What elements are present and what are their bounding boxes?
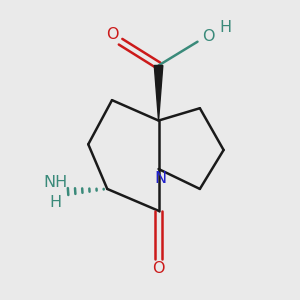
Text: O: O [202, 29, 214, 44]
Polygon shape [154, 65, 163, 121]
Text: N: N [155, 171, 167, 186]
Text: H: H [219, 20, 231, 35]
Text: O: O [106, 27, 118, 42]
Text: H: H [49, 195, 61, 210]
Text: O: O [152, 261, 165, 276]
Text: NH: NH [43, 175, 67, 190]
